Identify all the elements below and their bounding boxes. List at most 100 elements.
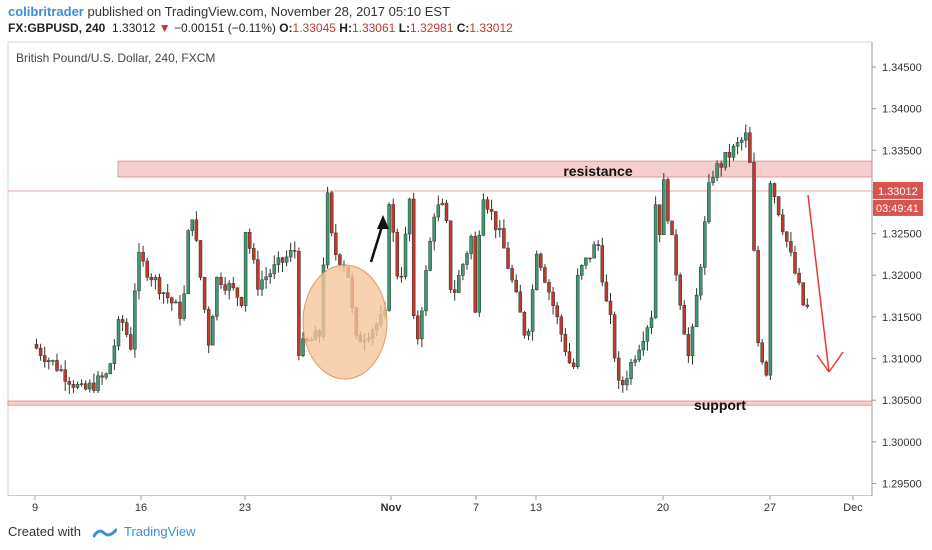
publisher-name[interactable]: colibritrader [8, 4, 84, 19]
countdown-tag [873, 199, 923, 216]
candle-body [543, 267, 547, 283]
candle-body [301, 338, 305, 356]
candle-body [42, 355, 47, 363]
candle-body [584, 257, 588, 266]
y-tick-label: 1.30000 [882, 437, 922, 449]
x-tick-label: 23 [239, 502, 251, 514]
publish-info: colibritrader published on TradingView.c… [8, 4, 450, 19]
candle-body [629, 362, 633, 379]
candle-body [645, 327, 650, 342]
candle-body [539, 253, 543, 268]
candle-body [674, 234, 678, 276]
candle-body [247, 232, 252, 249]
candle-body [657, 204, 662, 235]
candle-body [174, 301, 178, 304]
candle-body [71, 384, 76, 388]
candle-body [506, 247, 510, 269]
candle-body [756, 250, 760, 343]
candle-body [797, 272, 801, 284]
candle-body [403, 233, 408, 277]
candle-body [141, 252, 145, 262]
candle-body [416, 315, 420, 340]
candle-body [297, 251, 301, 356]
support-zone [7, 400, 873, 406]
candle-body [666, 179, 670, 222]
candle-body [789, 241, 793, 253]
candle-body [502, 228, 506, 249]
candle-body [424, 270, 428, 312]
y-tick-label: 1.31000 [882, 354, 922, 366]
candle-body [588, 257, 592, 260]
open-label: O: [279, 21, 293, 35]
candle-body [510, 268, 514, 281]
candle-body [752, 162, 756, 251]
candle-body [391, 204, 395, 233]
candle-body [637, 349, 641, 361]
last-price-tag [873, 181, 923, 199]
close-value: 1.33012 [469, 21, 513, 35]
candle-body [723, 152, 728, 168]
candle-body [551, 291, 555, 306]
candle-body [157, 277, 162, 295]
y-tick-label: 1.32500 [882, 229, 922, 241]
candle-body [719, 163, 723, 168]
candle-body [608, 300, 613, 315]
open-value: 1.33045 [292, 21, 336, 35]
candle-body [215, 277, 219, 317]
red-arrow-shaft [807, 194, 830, 373]
candle-body [682, 305, 687, 335]
candle-body [79, 383, 84, 385]
candle-body [260, 279, 264, 290]
candle-body [293, 250, 297, 252]
candle-body [190, 219, 195, 231]
created-with-text: Created with [8, 524, 81, 539]
candle-body [801, 282, 805, 306]
candle-body [604, 281, 609, 302]
candle-body [83, 383, 88, 390]
candle-body [198, 240, 203, 278]
candle-body [137, 252, 141, 292]
footer: Created with TradingView [8, 524, 196, 540]
black-arrow-head [377, 215, 389, 229]
candle-body [748, 132, 752, 163]
x-tick-label: 13 [530, 502, 542, 514]
y-tick-label: 1.30500 [882, 395, 922, 407]
candle-body [563, 333, 568, 352]
candle-body [514, 279, 518, 293]
candle-body [477, 235, 482, 313]
candle-body [768, 183, 773, 376]
candle-body [780, 214, 785, 233]
candle-body [88, 382, 92, 390]
candle-body [116, 319, 121, 347]
tradingview-brand[interactable]: TradingView [124, 524, 196, 539]
candle-body [440, 202, 445, 206]
candle-body [329, 192, 334, 234]
candle-body [133, 290, 137, 350]
candle-body [59, 369, 63, 371]
candle-body [457, 275, 461, 293]
candle-body [206, 309, 211, 346]
x-tick-label: 9 [32, 502, 38, 514]
candle-body [149, 277, 154, 281]
candle-body [600, 245, 605, 283]
candle-body [469, 236, 473, 254]
candle-body [690, 326, 695, 357]
candle-body [493, 211, 498, 231]
candle-body [182, 293, 186, 319]
candle-body [280, 257, 285, 263]
candle-body [432, 216, 436, 242]
candle-body [547, 282, 551, 293]
x-tick-label: 27 [764, 502, 776, 514]
candle-body [727, 152, 732, 158]
symbol-label: FX:GBPUSD, 240 [8, 21, 106, 35]
candle-body [395, 231, 400, 277]
candle-body [67, 381, 72, 385]
candle-body [55, 360, 59, 371]
candle-body [452, 289, 457, 293]
candle-body [231, 283, 236, 289]
y-tick-label: 1.34000 [882, 104, 922, 116]
black-arrow-shaft [369, 222, 385, 263]
candle-body [178, 301, 182, 319]
candle-body [284, 256, 289, 263]
